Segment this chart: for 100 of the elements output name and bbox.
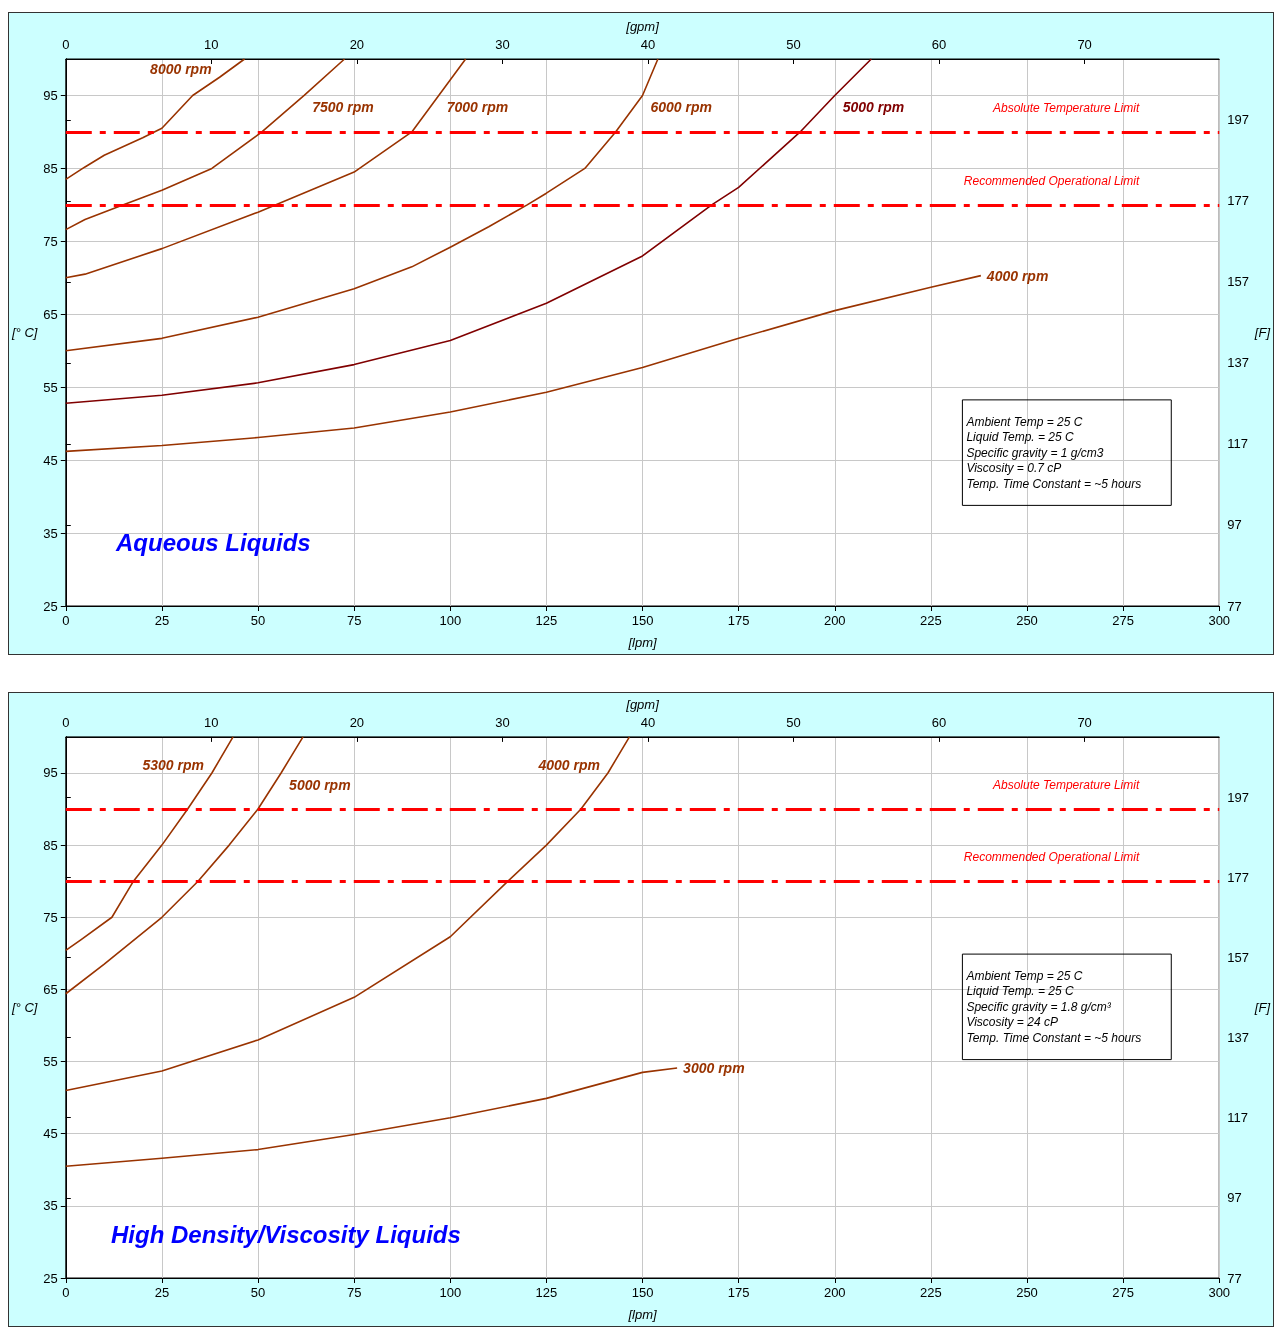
series-label: 4000 rpm (537, 756, 600, 773)
x-tick-label: 300 (1208, 1285, 1231, 1300)
x2-axis-title: [gpm] (625, 19, 660, 35)
x-axis-title: [lpm] (627, 1307, 657, 1322)
annotation: Ambient Temp = 25 C Liquid Temp. = 25 C Specific gravity = 1.8 g/cm³ Viscosity = 24 cP Temp. Time Constant = ~5 hours (965, 968, 1142, 1045)
y2-tick-label: 137 (1227, 355, 1249, 371)
series-label: 3000 rpm (683, 1060, 745, 1077)
x-tick-label: 100 (439, 613, 462, 628)
x2-tick-label: 40 (640, 37, 656, 52)
x-tick-label: 75 (346, 1285, 362, 1300)
series-label: 7500 rpm (312, 99, 374, 116)
text: High Density/Viscosity Liquids (111, 1220, 461, 1248)
y2-tick-label: 117 (1227, 436, 1248, 452)
y-tick-label: 95 (43, 765, 58, 781)
y-tick-label: 25 (43, 1270, 58, 1286)
x-tick-label: 50 (250, 1285, 266, 1300)
x2-tick-label: 60 (931, 714, 947, 730)
x2-tick-label: 60 (931, 37, 947, 52)
y2-tick-label: 177 (1227, 869, 1249, 885)
x-tick-label: 300 (1208, 613, 1231, 628)
x-axis-title: [lpm] (627, 635, 657, 650)
x2-tick-label: 50 (786, 714, 801, 730)
y2-tick-label: 197 (1227, 112, 1249, 128)
x-tick-label: 225 (920, 1285, 942, 1300)
x-tick-label: 175 (727, 613, 750, 628)
x2-tick-label: 0 (62, 714, 70, 730)
series-label: 5300 rpm (142, 756, 204, 773)
x-tick-label: 150 (631, 613, 654, 628)
x2-tick-label: 20 (349, 37, 365, 52)
line-series (64, 58, 873, 405)
x-tick-label: 200 (823, 1285, 846, 1300)
x2-tick-label: 0 (62, 37, 70, 52)
ref-line-label: Recommended Operational Limit (963, 850, 1140, 865)
x2-tick-label: 50 (786, 37, 801, 52)
x-tick-label: 0 (62, 1285, 70, 1300)
y-tick-label: 75 (43, 909, 58, 925)
y-tick-label: 45 (43, 452, 58, 468)
y-tick-label: 55 (43, 1054, 58, 1070)
y-axis-title: [° C] (10, 999, 38, 1015)
y-tick-label: 25 (43, 598, 58, 614)
annotation: Ambient Temp = 25 C Liquid Temp. = 25 C Specific gravity = 1 g/cm3 Viscosity = 0.7 cP Temp. Time Constant = ~5 hours (965, 414, 1142, 491)
x-tick-label: 100 (439, 1285, 462, 1300)
x2-tick-label: 10 (204, 37, 219, 52)
y-tick-label: 75 (43, 233, 58, 249)
y-tick-label: 95 (43, 87, 58, 103)
y-tick-label: 55 (43, 379, 58, 395)
x-tick-label: 0 (62, 613, 70, 628)
x-tick-label: 200 (823, 613, 846, 628)
x2-tick-label: 70 (1077, 37, 1092, 52)
series-label: 7000 rpm (446, 99, 509, 116)
y-tick-label: 85 (43, 160, 58, 176)
y2-tick-label: 97 (1227, 1190, 1242, 1206)
ref-line-label: Recommended Operational Limit (963, 173, 1140, 188)
y-tick-label: 65 (43, 306, 58, 322)
series-label: 4000 rpm (985, 267, 1049, 284)
line-series (64, 58, 246, 181)
x2-axis-title: [gpm] (625, 697, 660, 712)
line-series (64, 1067, 678, 1167)
ref-line-label: Absolute Temperature Limit (991, 778, 1140, 793)
text: Aqueous Liquids (115, 529, 311, 557)
y2-axis-title: [F] (1253, 325, 1271, 340)
line-series (64, 58, 346, 231)
y2-tick-label: 97 (1227, 517, 1242, 533)
x2-tick-label: 70 (1077, 714, 1092, 730)
series-label: 6000 rpm (650, 99, 712, 116)
y2-tick-label: 117 (1227, 1110, 1248, 1126)
y-axis-title: [° C] (10, 325, 38, 340)
y-tick-label: 45 (43, 1126, 58, 1142)
y2-axis-title: [F] (1253, 999, 1271, 1015)
x-tick-label: 25 (154, 1285, 170, 1300)
x-tick-label: 225 (920, 613, 942, 628)
y2-tick-label: 177 (1227, 193, 1249, 209)
y2-tick-label: 77 (1227, 598, 1242, 614)
x-tick-label: 125 (535, 1285, 558, 1300)
x-tick-label: 50 (250, 613, 266, 628)
x2-tick-label: 10 (204, 714, 219, 730)
x-tick-label: 25 (154, 613, 170, 628)
x-tick-label: 250 (1016, 613, 1038, 628)
y2-tick-label: 157 (1227, 274, 1249, 290)
ref-line-label: Absolute Temperature Limit (991, 100, 1140, 115)
series-label: 5000 rpm (289, 776, 351, 793)
x-tick-label: 250 (1016, 1285, 1038, 1300)
line-series (64, 736, 234, 952)
series-label: 8000 rpm (150, 61, 212, 78)
y-tick-label: 85 (43, 837, 58, 853)
y-tick-label: 35 (43, 1198, 58, 1214)
x2-tick-label: 30 (495, 37, 510, 52)
x-tick-label: 275 (1112, 1285, 1134, 1300)
series-label: 5000 rpm (842, 99, 905, 116)
x-tick-label: 150 (631, 1285, 654, 1300)
x2-tick-label: 30 (495, 714, 510, 730)
y2-tick-label: 77 (1227, 1270, 1242, 1286)
line-series (64, 736, 631, 1092)
y2-tick-label: 157 (1227, 949, 1249, 965)
x-tick-label: 75 (346, 613, 362, 628)
x-tick-label: 275 (1112, 613, 1134, 628)
x2-tick-label: 40 (640, 714, 656, 730)
y-tick-label: 35 (43, 525, 58, 541)
x2-tick-label: 20 (349, 714, 365, 730)
x-tick-label: 175 (727, 1285, 750, 1300)
